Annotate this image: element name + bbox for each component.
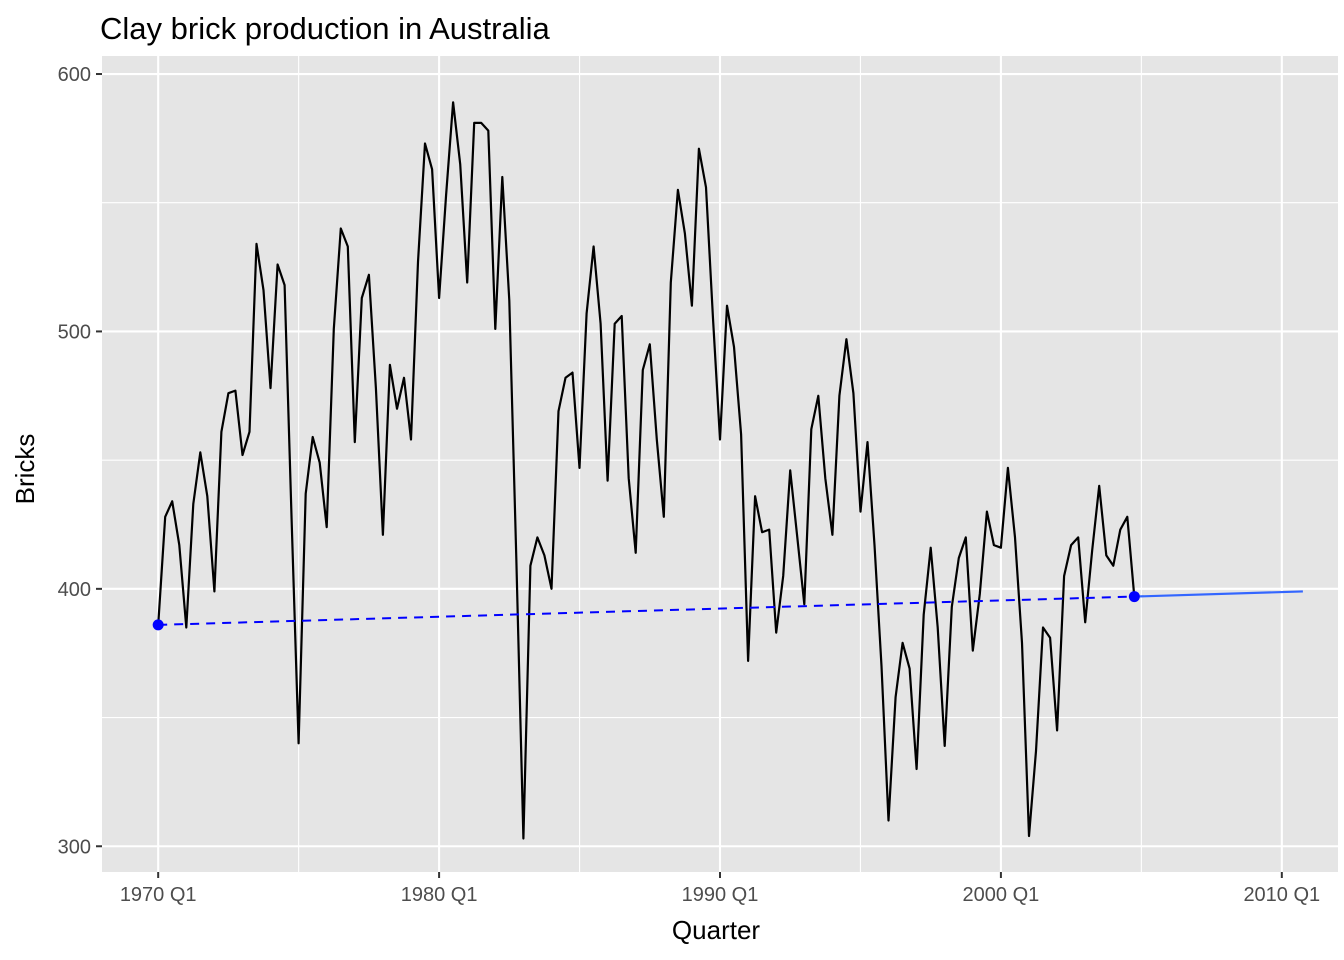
x-tick-label: 2000 Q1	[963, 884, 1040, 906]
drift-start-point	[152, 619, 164, 631]
y-axis-title: Bricks	[10, 434, 40, 505]
x-tick-label: 2010 Q1	[1243, 884, 1320, 906]
x-tick-label: 1980 Q1	[401, 884, 478, 906]
chart-title: Clay brick production in Australia	[100, 11, 550, 46]
y-tick-label: 600	[58, 64, 91, 86]
drift-line	[158, 595, 1135, 626]
y-tick-label: 300	[58, 836, 91, 858]
forecast-line	[1134, 590, 1303, 598]
x-axis: 1970 Q1 1980 Q1 1990 Q1 2000 Q1 2010 Q1	[120, 872, 1320, 906]
major-gridlines	[102, 56, 1338, 872]
x-tick-label: 1990 Q1	[682, 884, 759, 906]
series-line	[157, 101, 1136, 840]
y-axis: 300 400 500 600	[58, 64, 102, 858]
drift-end-point	[1128, 591, 1140, 603]
x-tick-label: 1970 Q1	[120, 884, 197, 906]
series-layer	[157, 101, 1136, 840]
drift-layer	[152, 590, 1303, 631]
y-tick-label: 400	[58, 579, 91, 601]
x-axis-title: Quarter	[672, 915, 760, 945]
y-tick-label: 500	[58, 321, 91, 343]
